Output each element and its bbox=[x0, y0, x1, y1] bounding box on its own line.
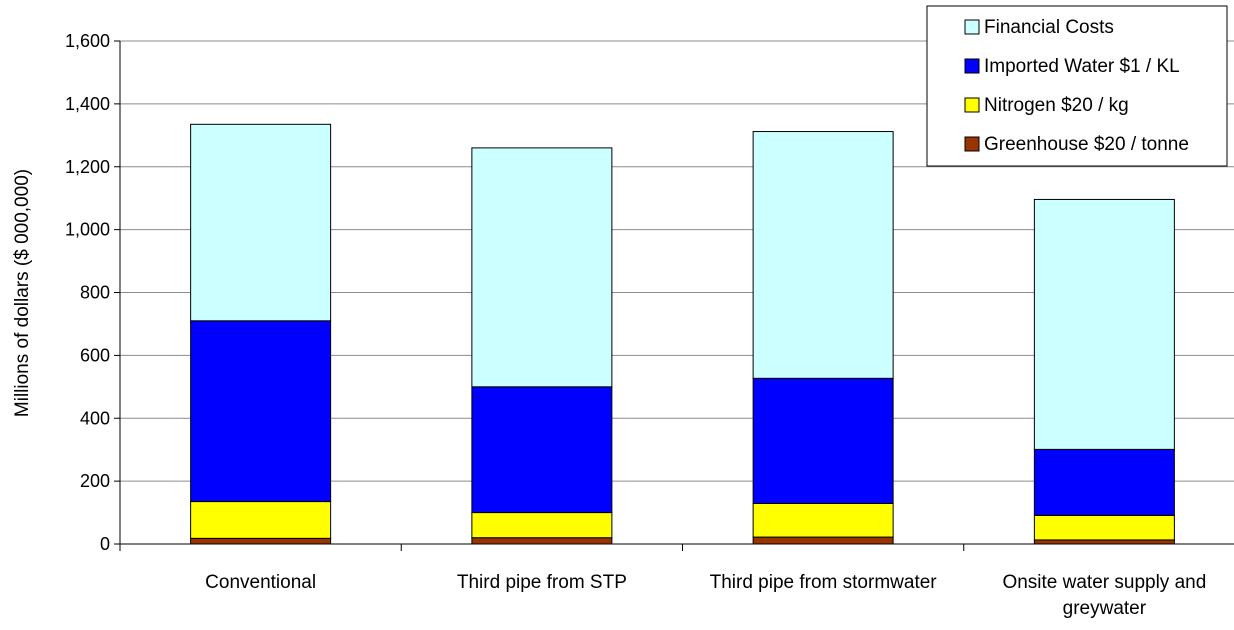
bar-segment bbox=[190, 123, 332, 322]
x-tick-label: greywater bbox=[1063, 598, 1147, 619]
bar-segment bbox=[190, 501, 332, 539]
bar-segment bbox=[1033, 514, 1175, 541]
bar-segment bbox=[1033, 198, 1175, 450]
legend-label: Nitrogen $20 / kg bbox=[984, 95, 1129, 116]
legend: Financial Costs Imported Water $1 / KL Nit… bbox=[926, 5, 1228, 167]
y-axis-title: Millions of dollars ($ 000,000) bbox=[12, 169, 33, 417]
y-tick-label: 1,000 bbox=[65, 220, 110, 240]
legend-label: Imported Water $1 / KL bbox=[984, 56, 1180, 77]
y-tick-label: 400 bbox=[80, 408, 110, 428]
x-tick-label: Third pipe from STP bbox=[457, 572, 627, 593]
legend-label: Greenhouse $20 / tonne bbox=[984, 134, 1189, 155]
bar-segment bbox=[471, 386, 613, 514]
y-tick-label: 200 bbox=[80, 471, 110, 491]
legend-swatch bbox=[964, 58, 980, 74]
bar-segment bbox=[471, 512, 613, 539]
bar-segment bbox=[471, 147, 613, 388]
y-tick-label: 600 bbox=[80, 345, 110, 365]
legend-swatch bbox=[964, 136, 980, 152]
y-tick-label: 0 bbox=[100, 534, 110, 554]
y-tick-labels: 0 200 400 600 800 1,000 1,200 1,400 1,600 bbox=[65, 31, 110, 554]
y-tick-label: 1,600 bbox=[65, 31, 110, 51]
bar-segment bbox=[752, 377, 894, 504]
y-tick-label: 800 bbox=[80, 283, 110, 303]
bar-segment bbox=[1033, 448, 1175, 516]
bar-segment bbox=[752, 131, 894, 379]
x-tick-label: Conventional bbox=[205, 572, 316, 593]
legend-label: Financial Costs bbox=[984, 17, 1114, 38]
x-tick-label: Third pipe from stormwater bbox=[710, 572, 938, 593]
axes bbox=[114, 40, 1234, 551]
y-tick-label: 1,200 bbox=[65, 157, 110, 177]
legend-swatch bbox=[964, 97, 980, 113]
x-tick-label: Onsite water supply and bbox=[1002, 572, 1206, 593]
bar-segment bbox=[752, 502, 894, 538]
bar-segment bbox=[471, 537, 613, 545]
bar-segment bbox=[752, 536, 894, 545]
bar-segment bbox=[1033, 539, 1175, 545]
bar-segment bbox=[190, 537, 332, 545]
bars bbox=[190, 123, 1175, 545]
y-tick-label: 1,400 bbox=[65, 94, 110, 114]
x-tick-labels: Conventional Third pipe from STP Third pip… bbox=[205, 572, 1206, 619]
legend-swatch bbox=[964, 19, 980, 35]
bar-segment bbox=[190, 320, 332, 503]
